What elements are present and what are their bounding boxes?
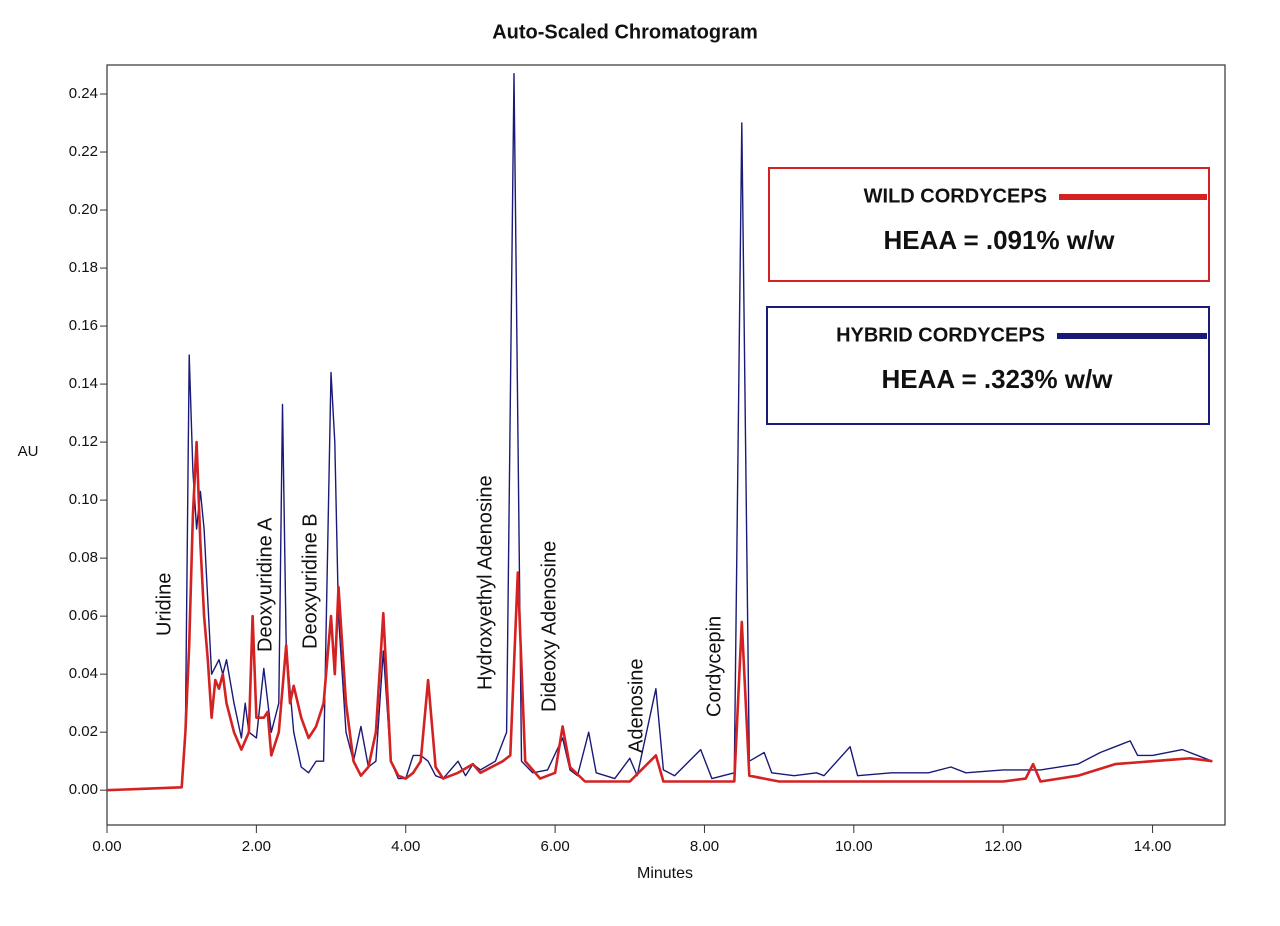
x-tick-label: 0.00 xyxy=(92,838,121,855)
peak-label: Deoxyuridine B xyxy=(299,513,321,649)
legend-box xyxy=(768,167,1210,282)
peak-label: Uridine xyxy=(153,573,175,636)
legend-label: HYBRID CORDYCEPS xyxy=(836,324,1045,346)
y-tick-label: 0.14 xyxy=(69,375,98,392)
legend-note: HEAA = .323% w/w xyxy=(882,364,1114,394)
legend-label: WILD CORDYCEPS xyxy=(864,185,1047,207)
peak-label: Dideoxy Adenosine xyxy=(538,541,560,712)
x-tick-label: 14.00 xyxy=(1134,838,1172,855)
x-tick-label: 12.00 xyxy=(984,838,1022,855)
x-tick-label: 2.00 xyxy=(242,838,271,855)
y-tick-label: 0.10 xyxy=(69,491,98,508)
series-line xyxy=(106,440,1213,792)
peak-label: Adenosine xyxy=(625,658,647,753)
y-tick-label: 0.24 xyxy=(69,85,98,102)
series-line xyxy=(106,73,1213,791)
y-axis-label: AU xyxy=(18,443,39,460)
chart-title: Auto-Scaled Chromatogram xyxy=(492,21,758,43)
y-tick-label: 0.04 xyxy=(69,665,98,682)
y-tick-label: 0.12 xyxy=(69,433,98,450)
peak-label: Cordycepin xyxy=(703,616,725,717)
y-tick-label: 0.02 xyxy=(69,723,98,740)
x-tick-label: 10.00 xyxy=(835,838,873,855)
legend-note: HEAA = .091% w/w xyxy=(884,225,1116,255)
peak-label: Deoxyuridine A xyxy=(254,517,276,652)
y-tick-label: 0.06 xyxy=(69,607,98,624)
peak-label: Hydroxyethyl Adenosine xyxy=(474,475,496,690)
y-tick-label: 0.16 xyxy=(69,317,98,334)
y-tick-label: 0.00 xyxy=(69,781,98,798)
y-tick-label: 0.18 xyxy=(69,259,98,276)
x-tick-label: 4.00 xyxy=(391,838,420,855)
y-tick-label: 0.08 xyxy=(69,549,98,566)
legend-box xyxy=(766,306,1210,425)
y-tick-label: 0.22 xyxy=(69,143,98,160)
plot-frame xyxy=(106,64,1226,826)
x-axis-label: Minutes xyxy=(637,865,693,882)
y-tick-label: 0.20 xyxy=(69,201,98,218)
x-tick-label: 6.00 xyxy=(540,838,569,855)
x-tick-label: 8.00 xyxy=(690,838,719,855)
